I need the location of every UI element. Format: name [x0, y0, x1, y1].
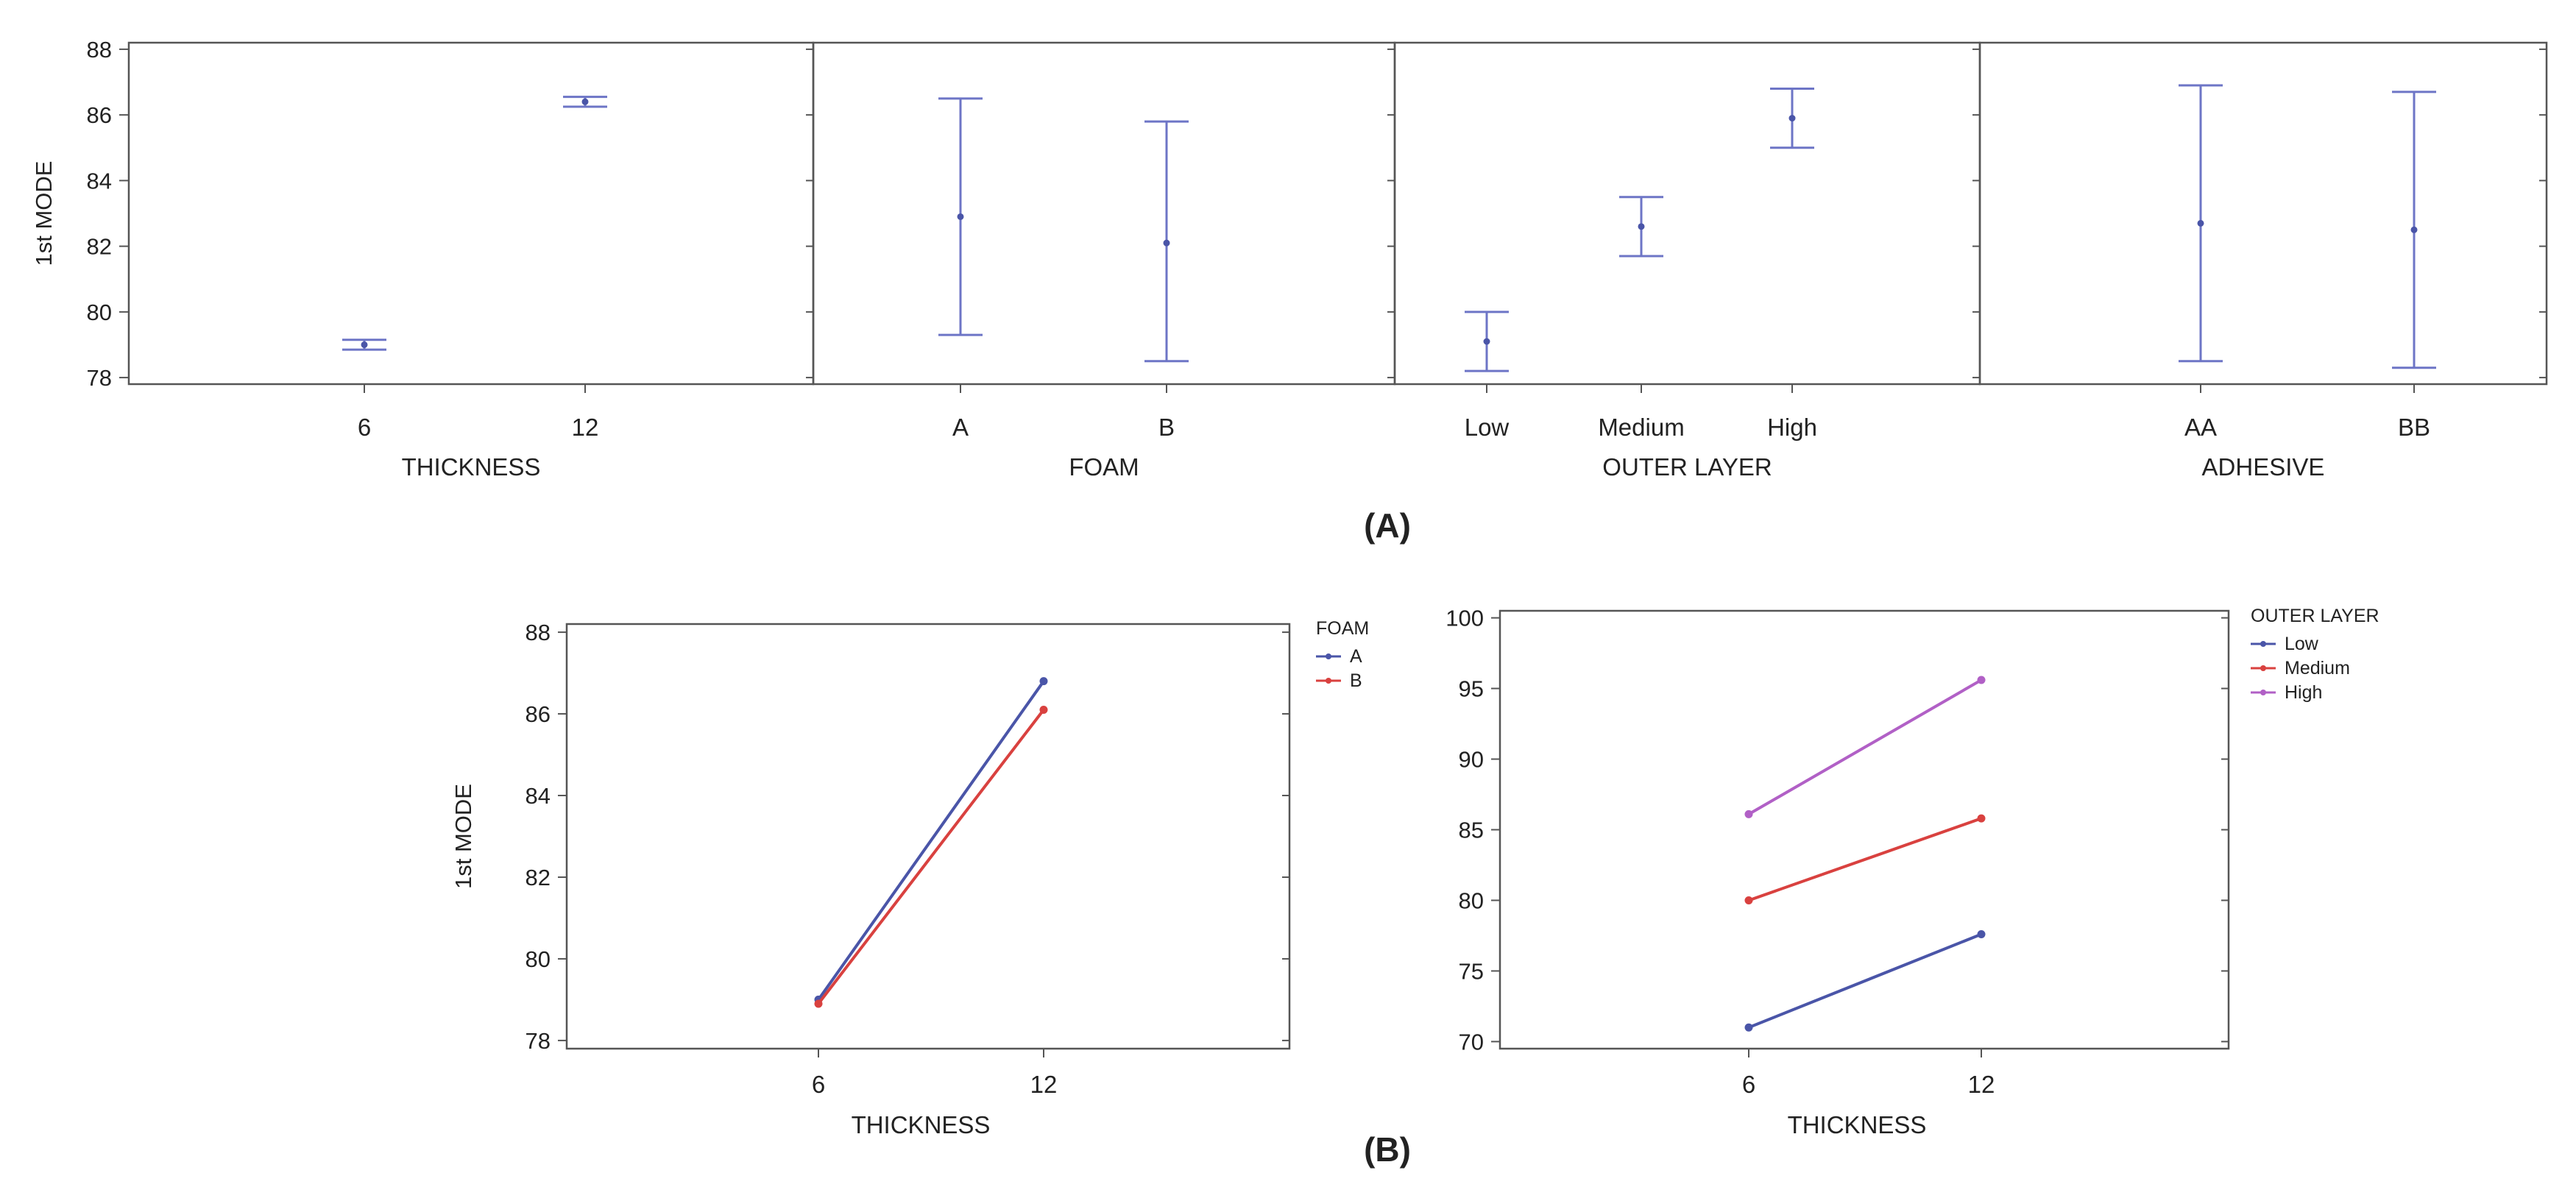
y-axis-label: 1st MODE	[31, 161, 57, 266]
mean-point	[1163, 239, 1170, 247]
series-point-high	[1977, 676, 1986, 684]
mean-point	[1638, 223, 1645, 230]
series-point-low	[1744, 1023, 1753, 1032]
series-line-b	[817, 709, 1045, 1005]
series-point-high	[1744, 809, 1753, 818]
legend-entry: Medium	[2285, 658, 2350, 678]
legend-entry: High	[2285, 682, 2322, 703]
series-point-a	[1039, 677, 1048, 686]
y-tick-label: 82	[87, 234, 112, 260]
factor-axis-label: THICKNESS	[402, 453, 541, 481]
x-tick-label: 6	[1742, 1071, 1755, 1098]
factor-box-outer-layer	[1393, 41, 1981, 386]
y-tick-label: 78	[526, 1028, 551, 1054]
mean-point	[1788, 115, 1796, 122]
mean-point	[957, 213, 964, 220]
series-line-high	[1748, 678, 1982, 816]
x-tick-label: High	[1767, 414, 1817, 441]
x-axis-label: THICKNESS	[852, 1111, 991, 1138]
y-axis-label: 1st MODE	[450, 784, 476, 889]
x-tick-label: AA	[2184, 414, 2217, 441]
x-tick-label: 12	[1030, 1071, 1058, 1098]
mean-point	[2197, 219, 2204, 227]
factor-axis-label: OUTER LAYER	[1602, 453, 1772, 481]
x-tick-label: BB	[2398, 414, 2430, 441]
series-point-medium	[1977, 814, 1986, 823]
plot-frame	[565, 623, 1291, 1050]
x-tick-label: Medium	[1598, 414, 1684, 441]
plot-frame	[1498, 609, 2230, 1050]
y-tick-label: 88	[87, 37, 112, 63]
x-tick-label: 12	[572, 414, 599, 441]
y-tick-label: 95	[1459, 676, 1484, 702]
legend-title: OUTER LAYER	[2251, 606, 2379, 626]
y-tick-label: 88	[526, 620, 551, 645]
y-tick-label: 82	[526, 865, 551, 890]
x-tick-label: B	[1158, 414, 1175, 441]
legend-swatch-marker	[2260, 641, 2266, 647]
factor-box-foam	[812, 41, 1396, 386]
legend-swatch-marker	[1326, 653, 1331, 659]
x-tick-label: 6	[358, 414, 371, 441]
series-point-medium	[1744, 896, 1753, 904]
legend-swatch-marker	[2260, 665, 2266, 671]
mean-point	[361, 341, 368, 348]
panel-b-label: (B)	[1364, 1130, 1411, 1169]
legend-entry: Low	[2285, 634, 2319, 654]
y-tick-label: 80	[526, 946, 551, 972]
factor-axis-label: FOAM	[1069, 453, 1139, 481]
series-point-b	[1039, 706, 1048, 715]
series-line-medium	[1748, 817, 1982, 902]
factor-box-thickness	[127, 41, 815, 386]
y-tick-label: 85	[1459, 818, 1484, 843]
factor-axis-label: ADHESIVE	[2202, 453, 2325, 481]
y-tick-label: 90	[1459, 747, 1484, 773]
series-point-b	[814, 999, 823, 1008]
panel-b-foam-interaction: 78 80 82 84 86 88 1st MODE 6 12 THICKNESS FOAM AB	[450, 618, 1369, 1138]
series-line-low	[1748, 932, 1982, 1030]
legend-title: FOAM	[1316, 618, 1369, 639]
panel-a-label: (A)	[1364, 506, 1411, 545]
mean-point	[581, 98, 589, 105]
y-tick-label: 78	[87, 365, 112, 391]
y-tick-label: 100	[1446, 606, 1484, 631]
series-line-a	[817, 680, 1045, 1001]
x-tick-label: A	[952, 414, 969, 441]
y-tick-label: 80	[1459, 887, 1484, 913]
series-point-low	[1977, 930, 1986, 939]
y-tick-label: 84	[87, 168, 112, 194]
y-tick-label: 80	[87, 300, 112, 325]
legend-swatch-marker	[1326, 678, 1331, 684]
mean-point	[1483, 338, 1490, 345]
mean-point	[2410, 226, 2418, 233]
x-tick-label: Low	[1465, 414, 1510, 441]
legend-entry: B	[1350, 670, 1362, 691]
x-tick-label: 12	[1968, 1071, 1995, 1098]
panel-a-main-effects: 78 80 82 84 86 88 1st MODE 6 12 THICKNESS A B FOAM Lo…	[31, 37, 2548, 481]
y-tick-label: 75	[1459, 958, 1484, 984]
y-tick-label: 86	[87, 102, 112, 128]
x-axis-label: THICKNESS	[1788, 1111, 1927, 1138]
x-tick-label: 6	[812, 1071, 825, 1098]
panel-b-outer-layer-interaction: 70 75 80 85 90 95 100 6 12 THICKNESS OUTER LAYER Lo…	[1446, 606, 2379, 1138]
y-tick-label: 86	[526, 701, 551, 727]
factor-box-adhesive	[1978, 41, 2548, 386]
y-tick-label: 70	[1459, 1029, 1484, 1055]
legend-swatch-marker	[2260, 690, 2266, 695]
y-tick-label: 84	[526, 783, 551, 809]
legend-entry: A	[1350, 646, 1362, 667]
